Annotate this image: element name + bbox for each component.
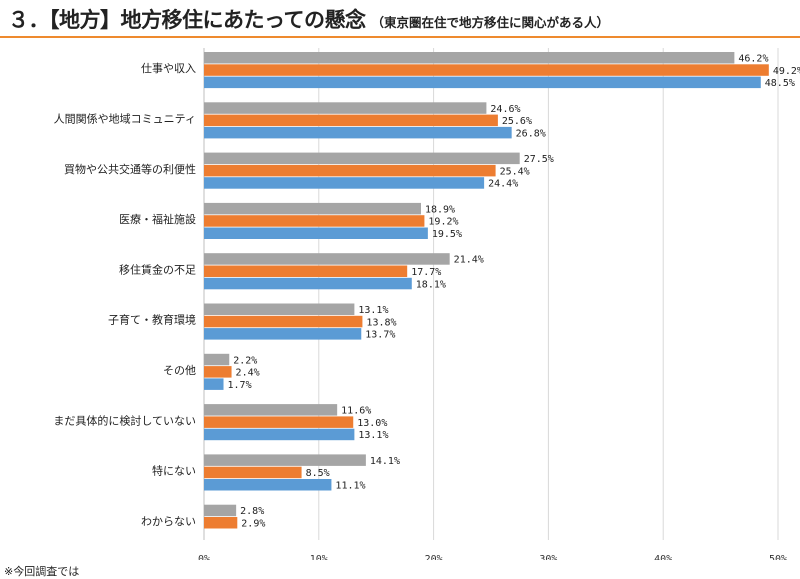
data-label: 2.8% — [240, 506, 264, 517]
data-label: 27.5% — [524, 154, 554, 165]
data-label: 49.2% — [773, 66, 800, 77]
data-label: 24.6% — [490, 104, 520, 115]
bar-series-1 — [204, 303, 355, 315]
bar-series-2 — [204, 114, 498, 127]
data-label: 2.4% — [236, 368, 260, 379]
category-label: 医療・福祉施設 — [119, 212, 196, 226]
x-tick-label: 20% — [425, 554, 443, 560]
x-tick-label: 40% — [654, 554, 672, 560]
data-label: 11.6% — [341, 406, 371, 417]
data-label: 18.1% — [416, 279, 446, 290]
bar-series-1 — [204, 504, 237, 517]
bar-series-2 — [204, 517, 238, 529]
data-label: 14.1% — [370, 456, 400, 467]
data-label: 46.2% — [738, 54, 768, 65]
data-label: 13.1% — [358, 305, 388, 316]
x-tick-label: 30% — [539, 554, 557, 560]
data-label: 19.5% — [432, 229, 462, 240]
data-label: 13.7% — [365, 330, 395, 341]
x-tick-label: 10% — [310, 554, 328, 560]
bar-series-1 — [204, 353, 230, 366]
bar-series-1 — [204, 202, 421, 215]
data-label: 17.7% — [411, 267, 441, 278]
bar-series-3 — [204, 479, 332, 491]
bar-series-3 — [204, 328, 362, 340]
bar-series-1 — [204, 52, 735, 64]
header: ３．【地方】地方移住にあたっての懸念 （東京圏在住で地方移住に関心がある人） — [0, 0, 800, 40]
bar-series-3 — [204, 177, 485, 189]
x-tick-label: 0% — [198, 554, 210, 560]
data-label: 2.2% — [233, 355, 257, 366]
data-label: 13.1% — [358, 430, 388, 441]
data-label: 25.6% — [502, 116, 532, 127]
bar-series-3 — [204, 428, 355, 441]
data-label: 8.5% — [306, 468, 330, 479]
bar-series-2 — [204, 215, 425, 227]
category-label: その他 — [163, 364, 196, 377]
x-tick-label: 50% — [769, 554, 787, 560]
bar-series-2 — [204, 416, 354, 428]
bar-chart: 0% 10% 20% 30% 40% 50% 仕事や収入 46.2% 49.2%48.5% 人間関… — [53, 48, 800, 560]
category-label: まだ具体的に検討していない — [53, 413, 196, 427]
bar-series-2 — [204, 64, 769, 76]
bar-series-2 — [204, 366, 232, 378]
bar-series-3 — [204, 227, 428, 239]
category-label: 人間関係や地域コミュニティ — [54, 112, 196, 125]
bar-series-2 — [204, 315, 363, 328]
category-label: 子育て・教育環境 — [108, 313, 196, 327]
bar-series-1 — [204, 404, 338, 416]
data-label: 25.4% — [500, 166, 530, 177]
footnote: ※今回調査では — [4, 565, 80, 578]
data-label: 19.2% — [428, 217, 458, 228]
data-label: 21.4% — [454, 255, 484, 266]
bar-series-2 — [204, 164, 496, 177]
data-label: 13.8% — [366, 317, 396, 328]
category-label: 買物や公共交通等の利便性 — [64, 162, 196, 176]
bar-series-1 — [204, 102, 487, 114]
data-label: 26.8% — [516, 128, 546, 139]
data-label: 1.7% — [228, 380, 252, 391]
bar-series-1 — [204, 454, 366, 466]
page-title: ３．【地方】地方移住にあたっての懸念 （東京圏在住で地方移住に関心がある人） — [8, 4, 609, 34]
page-subtitle: （東京圏在住で地方移住に関心がある人） — [371, 15, 609, 30]
bar-series-1 — [204, 152, 520, 165]
bar-series-3 — [204, 277, 412, 290]
title-underline — [0, 36, 800, 38]
bar-series-3 — [204, 126, 512, 139]
data-label: 13.0% — [357, 418, 387, 429]
data-label: 11.1% — [335, 481, 365, 492]
bar-series-3 — [204, 76, 761, 89]
data-label: 48.5% — [765, 78, 795, 89]
data-label: 18.9% — [425, 204, 455, 215]
bar-series-1 — [204, 253, 450, 265]
bar-series-3 — [204, 378, 224, 390]
bar-series-2 — [204, 466, 302, 479]
bar-series-2 — [204, 265, 408, 277]
category-label: わからない — [141, 515, 196, 528]
data-label: 2.9% — [241, 519, 265, 530]
data-label: 24.4% — [488, 179, 518, 190]
category-label: 仕事や収入 — [141, 62, 196, 75]
title-text: ３．【地方】地方移住にあたっての懸念 — [8, 8, 366, 32]
category-label: 特にない — [152, 464, 196, 478]
category-label: 移住賃金の不足 — [119, 262, 196, 276]
